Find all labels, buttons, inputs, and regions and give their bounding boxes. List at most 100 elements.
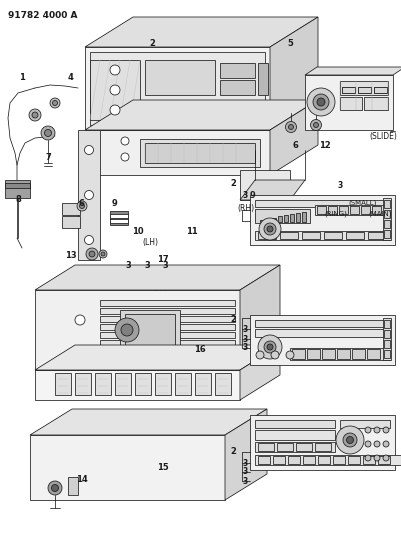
Bar xyxy=(120,310,180,350)
Circle shape xyxy=(383,441,389,447)
Circle shape xyxy=(258,335,282,359)
Text: 8: 8 xyxy=(15,196,21,205)
Circle shape xyxy=(32,112,38,118)
Circle shape xyxy=(110,65,120,75)
Polygon shape xyxy=(240,170,290,200)
Bar xyxy=(290,214,294,222)
Bar xyxy=(318,456,330,464)
Circle shape xyxy=(121,324,133,336)
Bar xyxy=(328,206,337,214)
Circle shape xyxy=(50,98,60,108)
Circle shape xyxy=(383,427,389,433)
Bar xyxy=(384,330,390,338)
Bar xyxy=(384,230,390,238)
Bar xyxy=(255,209,310,223)
Bar xyxy=(292,349,305,359)
Text: (RH): (RH) xyxy=(237,204,255,213)
Circle shape xyxy=(101,252,105,256)
Bar xyxy=(100,324,235,330)
Bar xyxy=(272,217,276,222)
Bar xyxy=(250,415,395,470)
Text: 2: 2 xyxy=(230,316,236,325)
Bar xyxy=(68,477,78,495)
Text: 3: 3 xyxy=(242,343,248,352)
Text: 9: 9 xyxy=(112,198,118,207)
Circle shape xyxy=(79,204,85,208)
Text: 2: 2 xyxy=(149,38,155,47)
Circle shape xyxy=(256,351,264,359)
Circle shape xyxy=(313,94,329,110)
Text: 3: 3 xyxy=(337,181,342,190)
Circle shape xyxy=(374,455,380,461)
Polygon shape xyxy=(240,265,280,370)
Bar xyxy=(384,210,390,218)
Bar xyxy=(110,219,128,223)
Text: 91782 4000 A: 91782 4000 A xyxy=(8,11,77,20)
Bar xyxy=(340,97,362,110)
Circle shape xyxy=(310,119,322,131)
Bar xyxy=(5,183,30,188)
Bar xyxy=(220,80,255,95)
Text: 13: 13 xyxy=(65,251,77,260)
Circle shape xyxy=(307,88,335,116)
Circle shape xyxy=(45,130,51,136)
Polygon shape xyxy=(240,180,305,200)
Circle shape xyxy=(288,125,294,130)
Circle shape xyxy=(267,226,273,232)
Circle shape xyxy=(51,484,59,491)
Bar xyxy=(324,232,342,239)
Bar xyxy=(250,315,395,365)
Text: 16: 16 xyxy=(194,345,206,354)
Text: 17: 17 xyxy=(157,255,169,264)
Bar xyxy=(100,348,235,354)
Bar xyxy=(367,349,380,359)
Circle shape xyxy=(85,190,93,199)
Circle shape xyxy=(77,201,87,211)
Circle shape xyxy=(29,109,41,121)
Bar xyxy=(255,320,390,327)
Bar xyxy=(140,139,260,167)
Circle shape xyxy=(89,251,95,257)
Bar xyxy=(62,216,80,228)
Bar xyxy=(100,308,235,314)
Circle shape xyxy=(314,123,318,127)
Bar xyxy=(342,87,355,93)
Bar xyxy=(305,75,393,130)
Text: 10: 10 xyxy=(132,227,144,236)
Bar xyxy=(255,231,390,240)
Bar xyxy=(255,329,390,337)
Bar xyxy=(384,220,390,228)
Bar xyxy=(273,456,285,464)
Polygon shape xyxy=(85,47,270,130)
Bar xyxy=(155,373,171,395)
Bar xyxy=(145,60,215,95)
Bar xyxy=(303,456,315,464)
Polygon shape xyxy=(30,409,267,435)
Bar xyxy=(358,87,371,93)
Polygon shape xyxy=(270,100,318,175)
Polygon shape xyxy=(240,345,280,400)
Bar xyxy=(258,456,270,464)
Bar xyxy=(215,373,231,395)
Circle shape xyxy=(121,153,129,161)
Bar xyxy=(78,130,100,260)
Polygon shape xyxy=(35,370,240,400)
Bar xyxy=(342,87,355,93)
Text: 2: 2 xyxy=(230,179,236,188)
Circle shape xyxy=(110,85,120,95)
Bar xyxy=(278,216,282,222)
Bar xyxy=(383,198,391,240)
Circle shape xyxy=(121,137,129,145)
Text: 6: 6 xyxy=(292,141,298,149)
Bar xyxy=(255,455,401,465)
Bar xyxy=(307,349,320,359)
Polygon shape xyxy=(30,435,225,500)
Circle shape xyxy=(286,122,296,133)
Text: 12: 12 xyxy=(319,141,331,149)
Circle shape xyxy=(286,351,294,359)
Bar xyxy=(315,205,385,215)
Circle shape xyxy=(115,318,139,342)
Text: 3: 3 xyxy=(242,458,248,467)
Bar xyxy=(100,300,235,306)
Polygon shape xyxy=(155,265,175,275)
